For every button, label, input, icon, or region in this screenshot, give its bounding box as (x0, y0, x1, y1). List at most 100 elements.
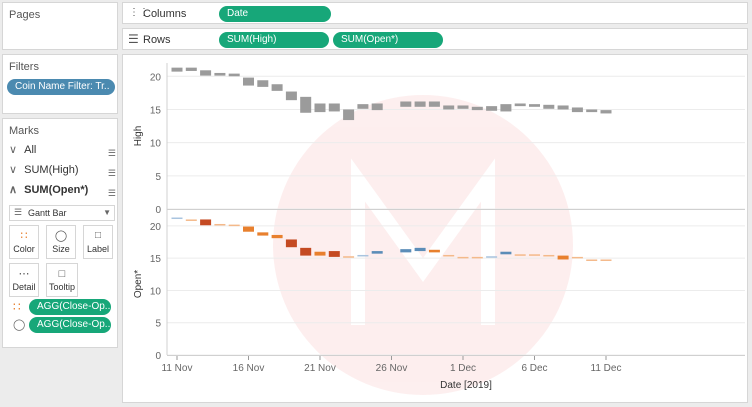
x-tick-label: 11 Dec (591, 363, 622, 374)
gantt-bar (314, 103, 326, 113)
y-tick-label: 20 (150, 72, 162, 83)
gantt-bar (543, 104, 555, 109)
x-tick-label: 26 Nov (376, 363, 408, 374)
gantt-bar (328, 103, 340, 112)
gantt-bar (228, 73, 240, 77)
gantt-bar (357, 104, 369, 109)
fields-icon: ☰ (107, 168, 116, 178)
gantt-bar (600, 110, 612, 114)
x-tick-label: 6 Dec (521, 363, 547, 374)
y-tick-label: 15 (150, 105, 162, 116)
y-axis-label: Open* (133, 270, 144, 298)
gantt-bar (314, 251, 326, 256)
gantt-bar (529, 104, 540, 107)
x-tick-label: 11 Nov (162, 363, 193, 374)
y-tick-label: 15 (150, 254, 162, 265)
gantt-bar (500, 104, 512, 112)
tooltip-button[interactable]: □ Tooltip (46, 263, 78, 297)
dropdown-arrow-icon: ▼ (103, 208, 111, 217)
y-tick-label: 5 (155, 172, 161, 183)
gantt-bar (343, 256, 355, 258)
gantt-bar (271, 84, 283, 91)
gantt-bar (257, 80, 269, 87)
detail-button[interactable]: ⋯ Detail (9, 263, 39, 297)
gantt-bar (457, 256, 469, 259)
gantt-bar (200, 70, 212, 76)
marks-row-all-label: All (24, 144, 37, 156)
gantt-bar (343, 109, 355, 121)
color-button[interactable]: ∷ Color (9, 225, 39, 259)
chevron-up-icon: ∧ (9, 184, 18, 196)
gantt-bar (371, 103, 383, 111)
y-axis-label: High (133, 126, 144, 147)
marks-row-all[interactable]: ∨ All ☰ (9, 141, 117, 159)
gantt-bar (571, 107, 583, 113)
size-button-label: Size (52, 244, 70, 254)
tooltip-button-label: Tooltip (48, 282, 75, 292)
gantt-bar (185, 219, 197, 221)
fields-icon: ☰ (107, 148, 116, 158)
gantt-bar (471, 256, 483, 259)
gantt-bar (400, 101, 412, 107)
rows-icon: ☰ (128, 32, 139, 46)
gantt-bar (571, 256, 583, 259)
agg-pill-size[interactable]: AGG(Close-Op.. (29, 317, 111, 333)
gantt-bar (171, 217, 183, 220)
gantt-bar (486, 256, 498, 258)
columns-shelf[interactable]: ⋮⋮ Columns Date (122, 2, 748, 24)
gantt-bar (185, 67, 197, 71)
mark-type-label: Gantt Bar (28, 208, 67, 218)
filters-title: Filters (9, 61, 39, 73)
marks-row-open[interactable]: ∧ SUM(Open*) ☰ (9, 181, 117, 199)
y-tick-label: 10 (150, 286, 162, 297)
columns-pill-date[interactable]: Date (219, 6, 331, 22)
agg-pill-color[interactable]: AGG(Close-Op.. (29, 299, 111, 315)
y-tick-label: 0 (155, 351, 161, 362)
label-icon: □ (94, 230, 102, 241)
rows-shelf[interactable]: ☰ Rows SUM(High) SUM(Open*) (122, 28, 748, 50)
gantt-bar (357, 254, 369, 257)
y-tick-label: 0 (155, 205, 161, 216)
chart-view[interactable]: 0 5 10 15 20 High 0 5 10 15 20 Open* 11 Nov 16 Nov 21 … (122, 54, 748, 403)
gantt-bar (300, 96, 312, 113)
pages-title: Pages (9, 9, 41, 21)
gantt-bar (443, 254, 455, 257)
gantt-bar (285, 91, 297, 101)
pages-panel[interactable]: Pages (2, 2, 118, 50)
label-button-label: Label (86, 244, 110, 254)
tooltip-icon: □ (58, 268, 66, 280)
rows-pill-open[interactable]: SUM(Open*) (333, 32, 443, 48)
gantt-bar (214, 223, 226, 226)
gantt-bar (257, 232, 269, 236)
gantt-bar (586, 259, 598, 261)
label-button[interactable]: □ Label (83, 225, 113, 259)
filters-panel[interactable]: Filters Coin Name Filter: Tr.. (2, 54, 118, 114)
fields-icon: ☰ (107, 188, 116, 198)
watermark-logo (273, 95, 573, 395)
gantt-bar (414, 247, 426, 252)
gantt-bar (457, 105, 469, 109)
rows-pill-high[interactable]: SUM(High) (219, 32, 329, 48)
gantt-bar (529, 254, 540, 256)
color-icon: ∷ (20, 230, 28, 242)
marks-panel: Marks ∨ All ☰ ∨ SUM(High) ☰ ∧ SUM(Open*)… (2, 118, 118, 348)
x-tick-label: 1 Dec (450, 363, 476, 374)
x-tick-label: 16 Nov (233, 363, 265, 374)
gantt-bar (514, 103, 526, 107)
gantt-bar (514, 254, 526, 256)
gantt-bar (371, 251, 383, 254)
gantt-bar (586, 109, 598, 113)
mark-type-select[interactable]: ☰ Gantt Bar ▼ (9, 205, 115, 221)
gantt-bar (600, 259, 612, 261)
gantt-bar (285, 239, 297, 248)
color-encoding-icon: ∷ (13, 300, 21, 314)
gantt-bar (400, 249, 412, 253)
chevron-down-icon: ∨ (9, 164, 18, 176)
gantt-bar (271, 234, 283, 239)
y-tick-label: 10 (150, 139, 162, 150)
gantt-bar (243, 226, 254, 232)
marks-row-high[interactable]: ∨ SUM(High) ☰ (9, 161, 117, 179)
filter-pill-coin-name[interactable]: Coin Name Filter: Tr.. (7, 79, 115, 95)
gantt-chart: 0 5 10 15 20 High 0 5 10 15 20 Open* 11 Nov 16 Nov 21 … (133, 63, 745, 395)
size-button[interactable]: ◯ Size (46, 225, 76, 259)
